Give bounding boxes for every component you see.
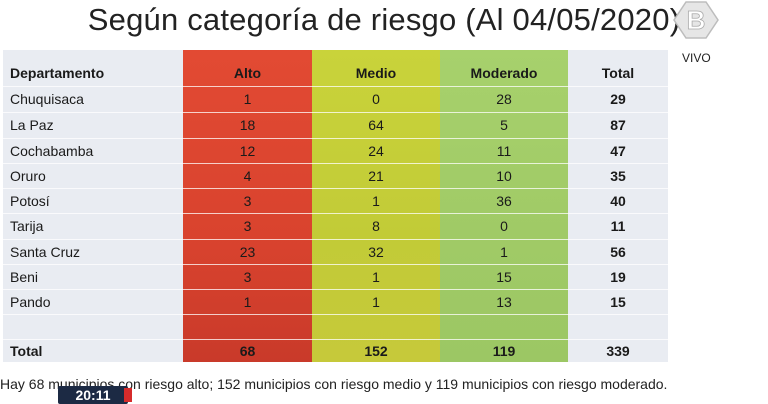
cell-alto: 1 — [243, 294, 252, 310]
risk-table: Departamento Alto Medio Moderado Total C… — [3, 50, 668, 362]
cell-alto: 3 — [243, 269, 252, 285]
total-label: Total — [10, 343, 43, 359]
cell-total: 15 — [610, 294, 626, 310]
table-row: Potosí 3 1 36 40 — [3, 189, 668, 214]
clock: 20:11 — [58, 386, 128, 404]
cell-medio: 1 — [372, 193, 380, 209]
cell-total: 47 — [610, 143, 626, 159]
cell-total: 56 — [610, 244, 626, 260]
cell-total: 40 — [610, 193, 626, 209]
cell-departamento: Pando — [10, 294, 51, 310]
cell-medio: 21 — [368, 168, 384, 184]
cell-moderado: 13 — [496, 294, 512, 310]
total-medio: 152 — [364, 343, 388, 359]
cell-moderado: 15 — [496, 269, 512, 285]
cell-alto: 3 — [243, 193, 252, 209]
cell-departamento: Beni — [10, 269, 39, 285]
cell-departamento: Cochabamba — [10, 143, 94, 159]
cell-moderado: 1 — [500, 244, 508, 260]
header-medio: Medio — [355, 65, 397, 81]
cell-total: 87 — [610, 117, 626, 133]
cell-medio: 32 — [368, 244, 384, 260]
header-alto: Alto — [233, 65, 262, 81]
table-header-row: Departamento Alto Medio Moderado Total — [3, 61, 668, 86]
cell-departamento: Chuquisaca — [10, 91, 84, 107]
cell-total: 11 — [610, 218, 626, 234]
cell-moderado: 5 — [500, 117, 508, 133]
table-row: Pando 1 1 13 15 — [3, 290, 668, 315]
table-row: Cochabamba 12 24 11 47 — [3, 139, 668, 164]
table-row: Chuquisaca 1 0 28 29 — [3, 87, 668, 112]
cell-alto: 18 — [239, 117, 256, 133]
cell-total: 29 — [610, 91, 626, 107]
cell-departamento: Santa Cruz — [10, 244, 81, 260]
cell-alto: 23 — [239, 244, 256, 260]
cell-alto: 4 — [243, 168, 252, 184]
cell-alto: 3 — [243, 218, 252, 234]
cell-departamento: Oruro — [10, 168, 46, 184]
news-ticker: Hay 68 municipios con riesgo alto; 152 m… — [0, 376, 668, 392]
cell-total: 19 — [610, 269, 626, 285]
cell-moderado: 0 — [500, 218, 508, 234]
header-departamento: Departamento — [10, 65, 105, 81]
header-total: Total — [601, 65, 635, 81]
b-channel-logo-icon: B — [673, 1, 719, 39]
total-moderado: 119 — [492, 343, 516, 359]
cell-medio: 1 — [372, 269, 380, 285]
cell-medio: 0 — [372, 91, 380, 107]
table-row: Tarija 3 8 0 11 — [3, 214, 668, 239]
svg-text:B: B — [687, 5, 706, 35]
cell-medio: 64 — [368, 117, 384, 133]
cell-alto: 1 — [243, 91, 252, 107]
cell-total: 35 — [610, 168, 626, 184]
table-row: Oruro 4 21 10 35 — [3, 164, 668, 189]
medio-column-bg — [312, 50, 440, 362]
cell-medio: 8 — [372, 218, 380, 234]
cell-medio: 1 — [372, 294, 380, 310]
table-row: La Paz 18 64 5 87 — [3, 113, 668, 138]
cell-moderado: 11 — [496, 143, 512, 159]
moderado-column-bg — [440, 50, 568, 362]
cell-moderado: 36 — [496, 193, 512, 209]
cell-departamento: Tarija — [10, 218, 44, 234]
cell-departamento: La Paz — [10, 117, 54, 133]
live-badge: VIVO — [682, 51, 711, 65]
total-total: 339 — [606, 343, 630, 359]
header-moderado: Moderado — [470, 65, 538, 81]
alto-column-bg — [183, 50, 312, 362]
table-total-row: Total 68 152 119 339 — [3, 339, 668, 364]
table-row: Beni 3 1 15 19 — [3, 265, 668, 290]
table-row: Santa Cruz 23 32 1 56 — [3, 240, 668, 265]
total-alto: 68 — [239, 343, 256, 359]
clock-accent — [124, 388, 132, 402]
cell-moderado: 28 — [496, 91, 512, 107]
cell-moderado: 10 — [496, 168, 512, 184]
cell-medio: 24 — [368, 143, 384, 159]
cell-alto: 12 — [239, 143, 256, 159]
cell-departamento: Potosí — [10, 193, 50, 209]
page-title: Según categoría de riesgo (Al 04/05/2020… — [87, 2, 681, 37]
